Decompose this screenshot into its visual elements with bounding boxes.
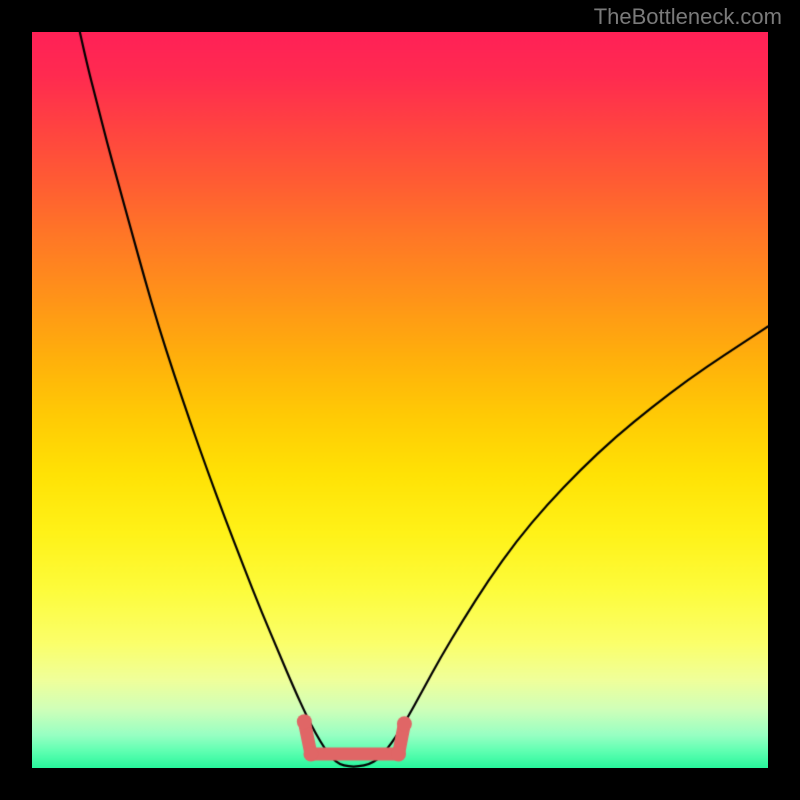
chart-container: TheBottleneck.com — [0, 0, 800, 800]
plot-canvas — [32, 32, 768, 768]
watermark-text: TheBottleneck.com — [594, 4, 782, 30]
plot-area — [32, 32, 768, 768]
